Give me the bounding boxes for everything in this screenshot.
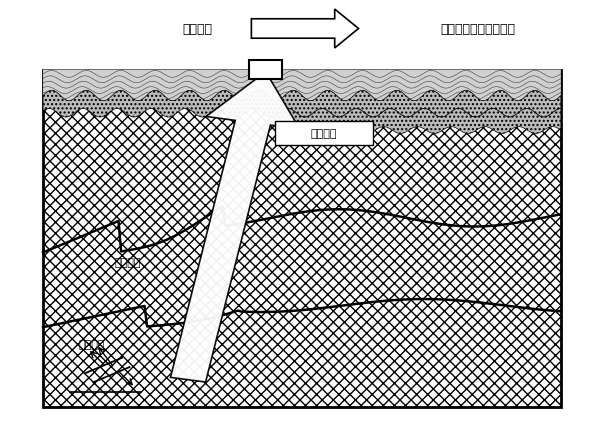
- Text: 震源特性: 震源特性: [79, 339, 105, 349]
- Bar: [249, 61, 282, 80]
- Polygon shape: [277, 109, 561, 134]
- Bar: [274, 122, 373, 146]
- Polygon shape: [43, 70, 561, 102]
- Text: 伝播特性: 伝播特性: [114, 257, 141, 267]
- Polygon shape: [170, 72, 300, 382]
- Text: 増幅特性: 増幅特性: [310, 129, 337, 139]
- Text: 計器特性: 計器特性: [183, 23, 213, 36]
- Text: 地震動観測波形データ: 地震動観測波形データ: [440, 23, 515, 36]
- Bar: [43, 70, 561, 407]
- Polygon shape: [43, 91, 561, 118]
- Polygon shape: [251, 10, 359, 49]
